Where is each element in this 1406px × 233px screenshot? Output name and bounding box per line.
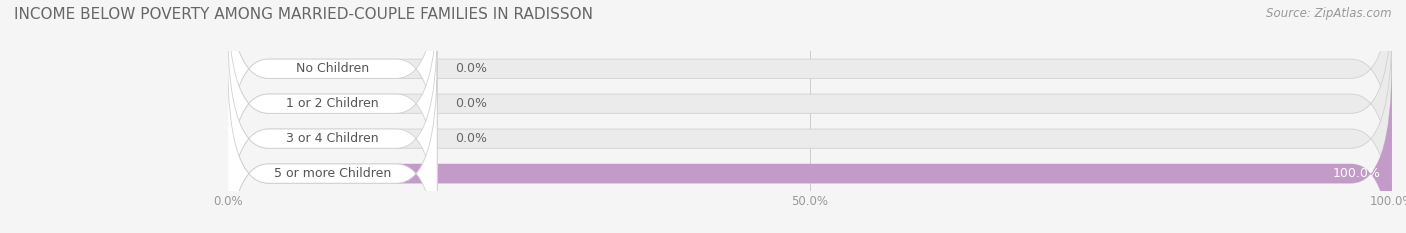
FancyBboxPatch shape <box>228 0 1392 182</box>
FancyBboxPatch shape <box>228 0 437 182</box>
Text: 100.0%: 100.0% <box>1333 167 1381 180</box>
Text: 0.0%: 0.0% <box>454 62 486 75</box>
FancyBboxPatch shape <box>228 26 1392 233</box>
Text: INCOME BELOW POVERTY AMONG MARRIED-COUPLE FAMILIES IN RADISSON: INCOME BELOW POVERTY AMONG MARRIED-COUPL… <box>14 7 593 22</box>
FancyBboxPatch shape <box>228 0 1392 216</box>
Text: 0.0%: 0.0% <box>454 97 486 110</box>
FancyBboxPatch shape <box>228 0 437 216</box>
FancyBboxPatch shape <box>228 61 1392 233</box>
FancyBboxPatch shape <box>228 26 437 233</box>
Text: 1 or 2 Children: 1 or 2 Children <box>285 97 378 110</box>
Text: 5 or more Children: 5 or more Children <box>274 167 391 180</box>
FancyBboxPatch shape <box>228 61 437 233</box>
Text: 0.0%: 0.0% <box>454 132 486 145</box>
FancyBboxPatch shape <box>228 61 1392 233</box>
Text: Source: ZipAtlas.com: Source: ZipAtlas.com <box>1267 7 1392 20</box>
Text: No Children: No Children <box>295 62 368 75</box>
Text: 3 or 4 Children: 3 or 4 Children <box>285 132 378 145</box>
